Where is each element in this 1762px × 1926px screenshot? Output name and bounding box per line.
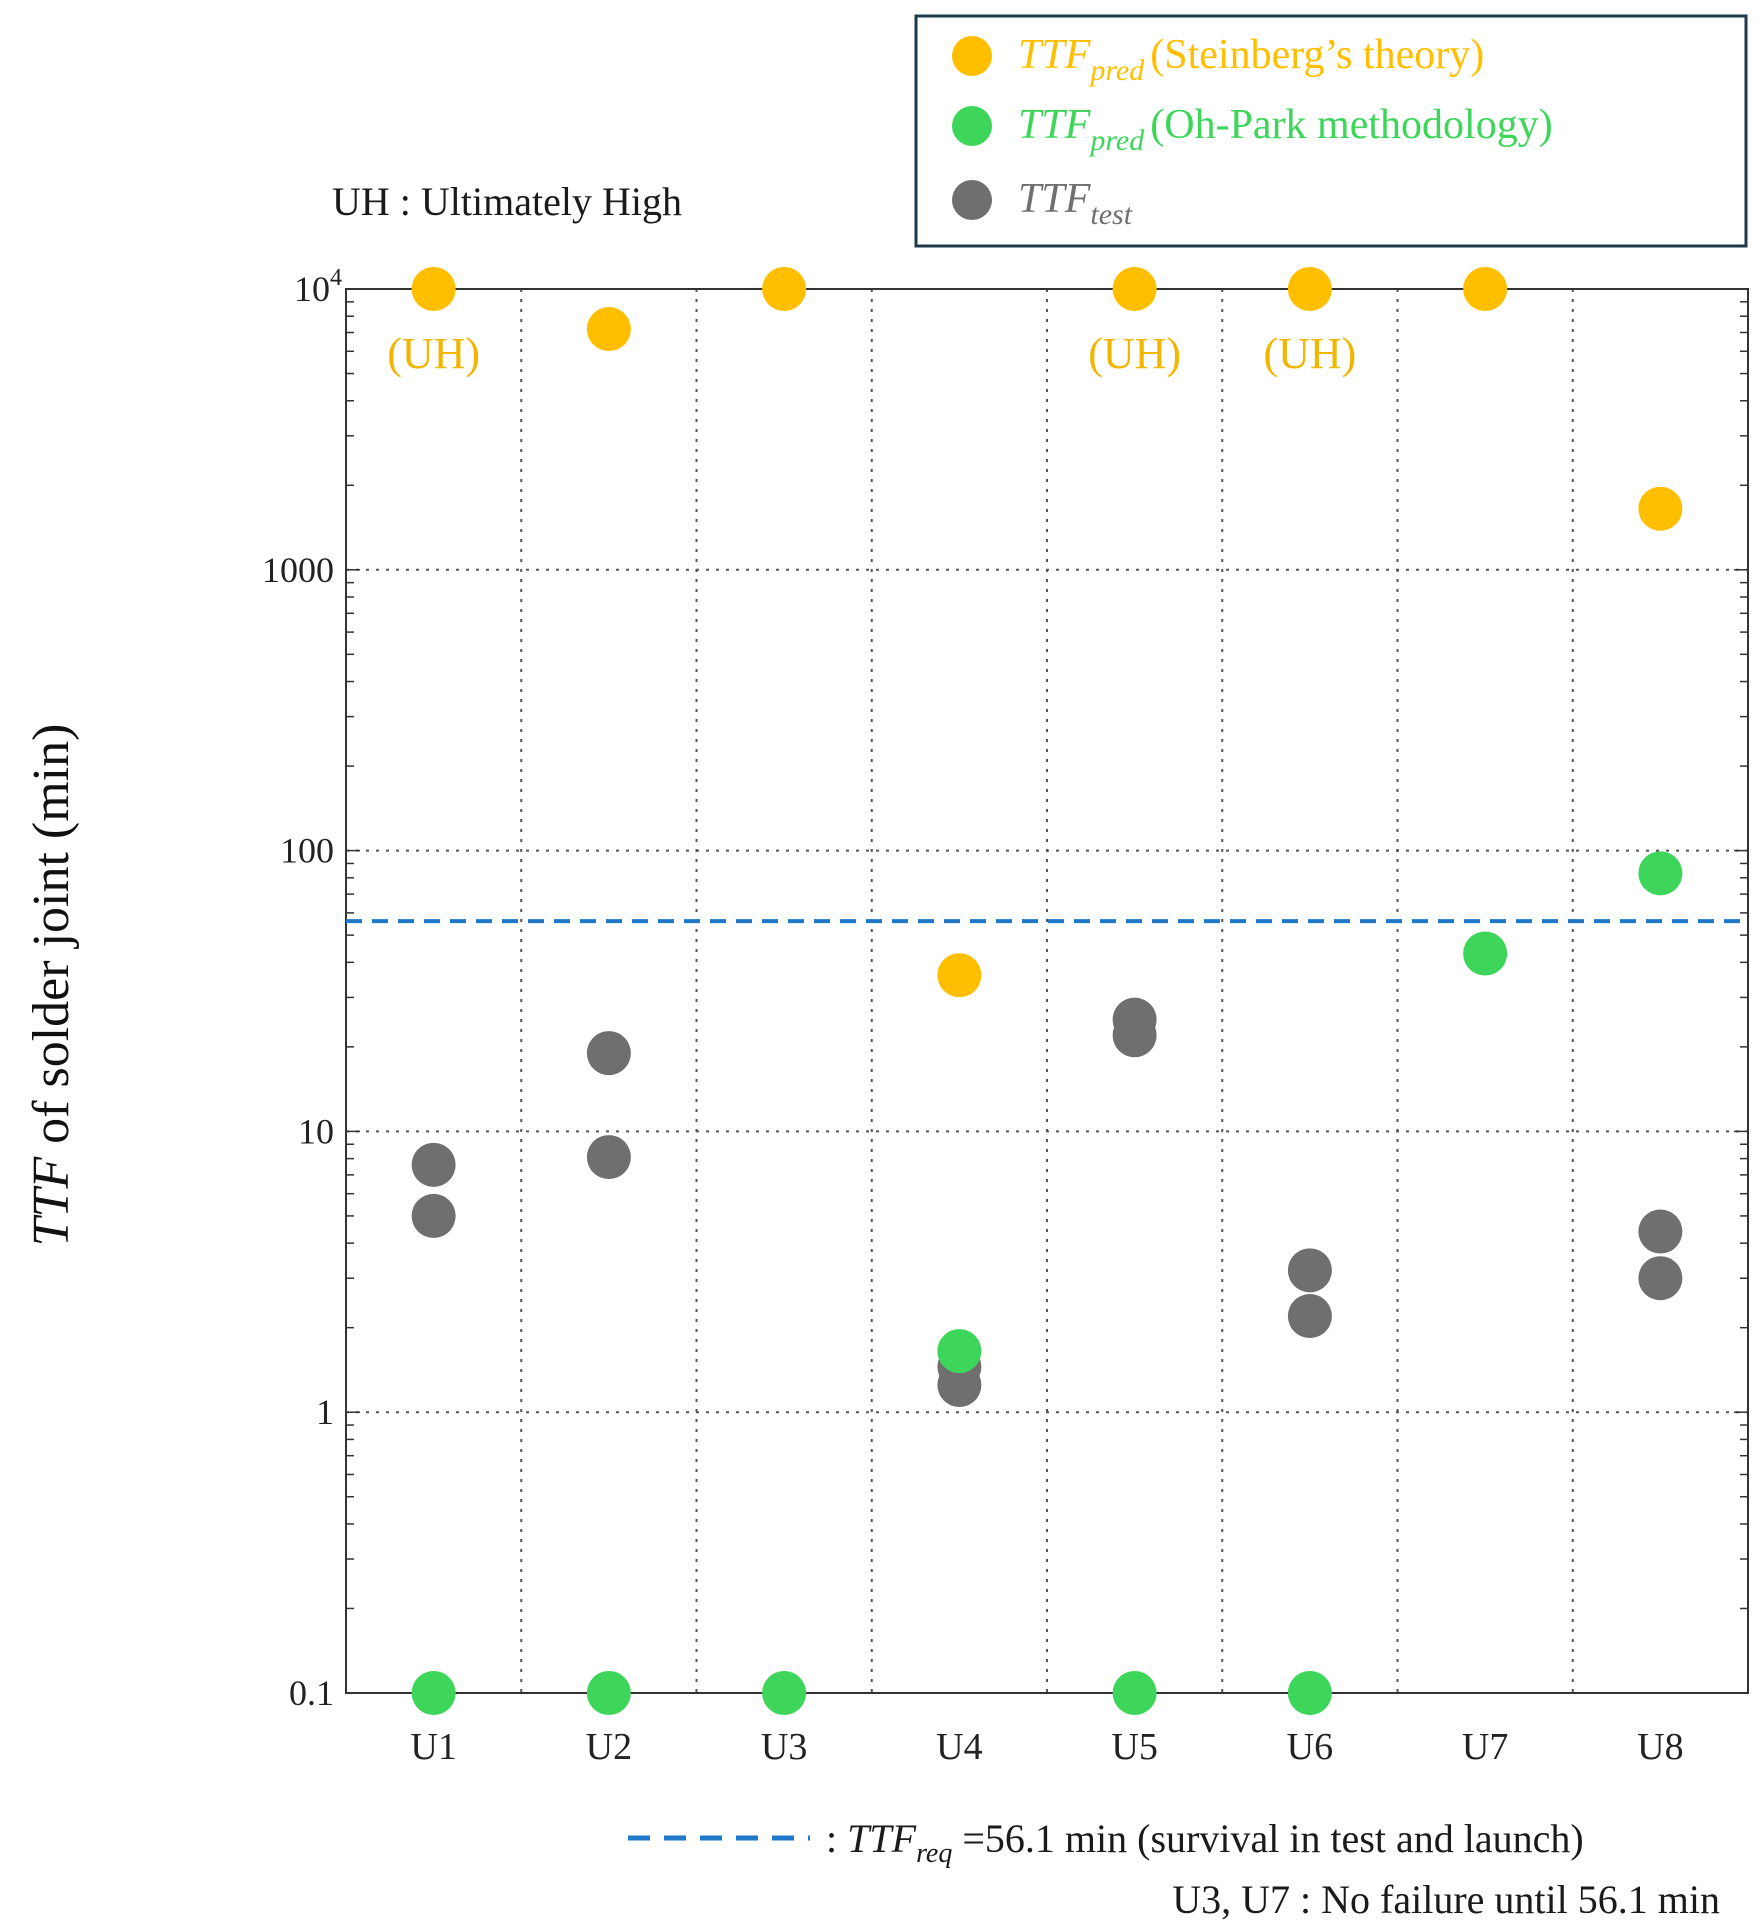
footnote-ttf-sub: req xyxy=(916,1838,952,1869)
data-points xyxy=(411,267,1683,1715)
y-axis-label-italic: TTF xyxy=(23,1156,80,1247)
point-steinberg-u5 xyxy=(1112,267,1157,311)
legend-entry-1: TTFpred (Oh-Park methodology) xyxy=(1018,102,1553,157)
footnote-ttf: TTF xyxy=(847,1816,916,1861)
legend-box xyxy=(914,14,1748,248)
point-steinberg-u7 xyxy=(1463,267,1508,311)
plot-frame xyxy=(345,288,1749,1694)
uh-annotation-u1: (UH) xyxy=(387,329,480,378)
y-tick-label: 104 xyxy=(294,265,342,309)
point-test-u1 xyxy=(411,1193,456,1238)
y-tick-label: 10 xyxy=(298,1111,334,1151)
x-tick-label-u5: U5 xyxy=(1111,1726,1157,1768)
x-tick-label-u3: U3 xyxy=(761,1726,807,1768)
point-test-u6 xyxy=(1287,1294,1332,1339)
legend: TTFpred (Steinberg’s theory) TTFpred (Oh-Pa… xyxy=(952,32,1553,231)
legend-entry-2: TTFtest xyxy=(1018,176,1133,231)
footnote-line-2: U3, U7 : No failure until 56.1 min xyxy=(1172,1877,1720,1922)
x-tick-label-u6: U6 xyxy=(1287,1726,1333,1768)
point-test-u1 xyxy=(411,1142,456,1187)
point-oh-park-u1 xyxy=(411,1671,456,1715)
legend-entry-0: TTFpred (Steinberg’s theory) xyxy=(1018,32,1484,87)
point-steinberg-u8 xyxy=(1638,486,1683,531)
legend-marker-1 xyxy=(952,106,992,146)
y-tick-label: 0.1 xyxy=(289,1673,334,1713)
point-oh-park-u4 xyxy=(937,1329,982,1374)
point-test-u8 xyxy=(1638,1256,1683,1301)
point-oh-park-u2 xyxy=(586,1671,631,1715)
point-test-u5 xyxy=(1112,1013,1157,1058)
point-oh-park-u7 xyxy=(1463,931,1508,976)
y-tick-label: 100 xyxy=(280,831,334,871)
x-tick-label-u8: U8 xyxy=(1637,1726,1683,1768)
y-tick-labels: 0.1 1 10 100 1000 104 xyxy=(262,265,342,1713)
point-test-u6 xyxy=(1287,1248,1332,1293)
point-test-u2 xyxy=(586,1135,631,1180)
grid xyxy=(346,289,1748,1693)
point-oh-park-u6 xyxy=(1287,1671,1332,1715)
y-tick-label: 1 xyxy=(316,1392,334,1432)
uh-note: UH : Ultimately High xyxy=(332,179,682,224)
x-tick-label-u4: U4 xyxy=(936,1726,982,1768)
x-tick-label-u1: U1 xyxy=(410,1726,456,1768)
footnote: : TTFreq =56.1 min (survival in test and… xyxy=(628,1816,1720,1922)
point-oh-park-u3 xyxy=(762,1671,807,1715)
uh-annotation-u5: (UH) xyxy=(1088,329,1181,378)
legend-marker-2 xyxy=(952,180,992,220)
uh-annotation-u6: (UH) xyxy=(1263,329,1356,378)
footnote-text: =56.1 min (survival in test and launch) xyxy=(952,1816,1583,1861)
point-test-u2 xyxy=(586,1031,631,1076)
point-test-u4 xyxy=(937,1362,982,1407)
annotations: (UH) (UH) (UH) xyxy=(387,329,1356,378)
point-test-u8 xyxy=(1638,1209,1683,1254)
point-oh-park-u5 xyxy=(1112,1671,1157,1715)
footnote-line-1: : TTFreq =56.1 min (survival in test and… xyxy=(826,1816,1584,1869)
y-axis-label-rest: of solder joint (min) xyxy=(23,724,80,1157)
footnote-prefix: : xyxy=(826,1816,847,1861)
point-steinberg-u1 xyxy=(411,267,456,311)
y-tick-label: 1000 xyxy=(262,550,334,590)
legend-marker-0 xyxy=(952,36,992,76)
point-steinberg-u2 xyxy=(586,307,631,352)
x-tick-label-u2: U2 xyxy=(586,1726,632,1768)
point-steinberg-u4 xyxy=(937,953,982,998)
axis-ticks xyxy=(346,301,1748,1694)
x-tick-label-u7: U7 xyxy=(1462,1726,1508,1768)
x-tick-labels: U1 U2 U3 U4 U5 U6 U7 U8 xyxy=(410,1726,1683,1768)
y-axis-label: TTF of solder joint (min) xyxy=(23,724,80,1247)
point-steinberg-u3 xyxy=(762,267,807,311)
point-oh-park-u8 xyxy=(1638,851,1683,896)
point-steinberg-u6 xyxy=(1287,267,1332,311)
